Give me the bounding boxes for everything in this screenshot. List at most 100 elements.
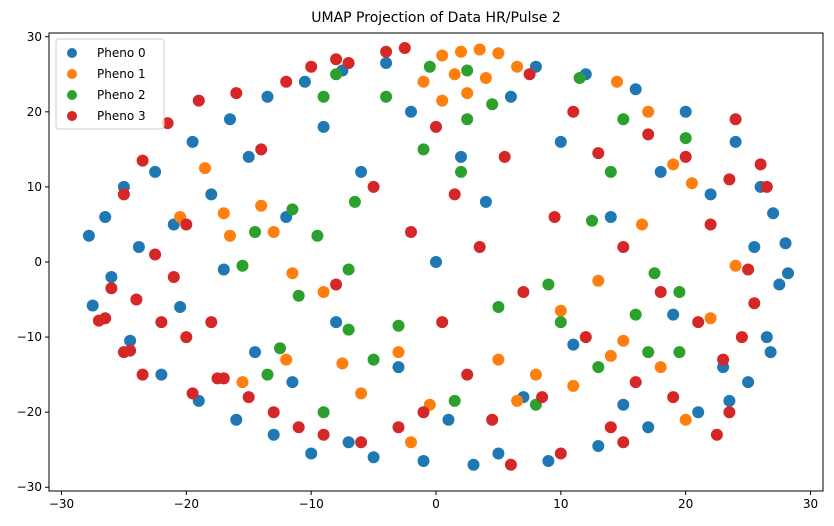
- data-point-series-0-8: [155, 368, 168, 381]
- data-point-series-3-63: [710, 428, 723, 441]
- data-point-series-2-22: [629, 308, 642, 321]
- data-point-series-0-35: [430, 256, 442, 268]
- data-point-series-0-46: [567, 338, 580, 351]
- data-point-series-3-29: [430, 120, 442, 133]
- data-point-series-3-69: [124, 344, 137, 357]
- data-point-series-0-22: [286, 376, 299, 389]
- data-point-series-0-3: [105, 271, 118, 283]
- data-point-series-1-26: [617, 334, 630, 347]
- data-point-series-0-1: [86, 299, 99, 312]
- data-point-series-3-19: [305, 60, 318, 73]
- data-point-series-1-9: [436, 94, 449, 107]
- data-point-series-0-6: [132, 241, 145, 253]
- data-point-series-0-40: [492, 447, 505, 460]
- data-point-series-0-17: [242, 150, 255, 163]
- data-point-series-3-46: [617, 241, 630, 253]
- data-point-series-1-27: [654, 361, 667, 374]
- data-point-series-2-1: [461, 64, 474, 77]
- data-point-series-0-50: [617, 398, 630, 411]
- data-point-series-0-25: [317, 120, 330, 133]
- data-point-series-1-14: [267, 226, 280, 238]
- data-point-series-1-24: [567, 379, 580, 392]
- data-point-series-1-41: [511, 394, 524, 407]
- data-point-series-2-15: [317, 406, 330, 419]
- data-point-series-3-11: [205, 316, 218, 329]
- data-point-series-0-64: [767, 207, 780, 220]
- data-point-series-3-59: [754, 158, 767, 171]
- data-point-series-1-7: [417, 75, 430, 88]
- data-point-series-3-2: [136, 368, 149, 381]
- data-point-series-1-35: [642, 105, 655, 118]
- data-point-series-3-21: [330, 278, 343, 291]
- data-point-series-0-13: [205, 188, 218, 201]
- data-point-series-2-24: [673, 286, 686, 298]
- data-point-series-3-10: [192, 94, 205, 107]
- data-point-series-2-29: [573, 72, 586, 84]
- data-point-series-0-33: [405, 105, 417, 118]
- data-point-series-0-26: [330, 316, 343, 329]
- data-point-series-3-43: [579, 331, 592, 344]
- data-point-series-0-32: [392, 361, 405, 374]
- data-point-series-2-3: [461, 113, 474, 126]
- data-point-series-3-8: [180, 331, 193, 344]
- data-point-series-3-50: [667, 391, 680, 404]
- data-point-series-2-16: [261, 368, 274, 381]
- data-point-series-0-55: [679, 105, 692, 118]
- data-point-series-0-68: [764, 346, 777, 359]
- x-tick-label-4: 10: [553, 497, 568, 511]
- data-point-series-0-34: [417, 455, 430, 467]
- data-point-series-3-42: [567, 105, 580, 118]
- data-point-series-3-6: [136, 154, 149, 167]
- data-point-series-3-44: [592, 147, 605, 160]
- data-point-series-2-7: [249, 226, 261, 238]
- data-point-series-1-2: [473, 43, 486, 56]
- data-point-series-0-23: [298, 75, 311, 88]
- data-point-series-0-20: [267, 428, 280, 441]
- data-point-series-1-30: [667, 158, 680, 171]
- x-tick-label-6: 30: [803, 497, 818, 511]
- data-point-series-0-60: [742, 376, 755, 389]
- data-point-series-3-34: [486, 413, 499, 426]
- data-point-series-3-51: [679, 150, 692, 163]
- data-point-series-3-53: [704, 218, 717, 231]
- data-point-series-0-44: [542, 455, 555, 467]
- data-point-series-3-28: [417, 406, 430, 419]
- data-point-series-2-26: [554, 316, 567, 329]
- legend-label-0: Pheno 0: [97, 46, 146, 60]
- x-tick-label-3: 0: [432, 497, 440, 511]
- data-point-series-2-10: [292, 289, 305, 302]
- data-point-series-3-39: [536, 391, 549, 404]
- data-point-series-3-41: [554, 447, 567, 460]
- data-point-series-1-0: [436, 49, 449, 62]
- data-point-series-0-36: [442, 413, 455, 426]
- legend-box: [55, 38, 165, 130]
- data-point-series-1-3: [492, 47, 505, 60]
- data-point-series-3-73: [398, 42, 411, 54]
- data-point-series-3-4: [130, 293, 143, 306]
- data-point-series-2-30: [617, 113, 630, 126]
- data-point-series-0-69: [723, 394, 736, 407]
- data-point-series-2-11: [342, 263, 355, 276]
- data-point-series-0-19: [261, 90, 274, 103]
- data-point-series-1-33: [554, 304, 567, 317]
- data-point-series-3-23: [355, 436, 368, 449]
- data-point-series-3-27: [405, 226, 417, 238]
- data-point-series-3-40: [548, 211, 561, 223]
- data-point-series-1-1: [455, 45, 467, 58]
- data-point-series-3-48: [642, 128, 655, 141]
- data-point-series-3-18: [292, 421, 305, 434]
- data-point-series-2-8: [311, 229, 324, 242]
- data-point-series-3-16: [267, 406, 280, 419]
- x-tick-label-0: −30: [49, 497, 74, 511]
- data-point-series-3-33: [473, 241, 486, 253]
- data-point-series-3-57: [729, 113, 742, 126]
- data-point-series-1-29: [685, 177, 698, 190]
- data-point-series-1-18: [280, 353, 293, 366]
- data-point-series-3-68: [92, 314, 105, 327]
- data-point-series-3-36: [504, 458, 517, 471]
- data-point-series-2-12: [274, 342, 286, 355]
- y-tick-label-3: 0: [34, 255, 42, 269]
- y-tick-label-6: 30: [27, 30, 42, 44]
- data-point-series-3-66: [167, 271, 180, 283]
- data-point-series-3-3: [105, 282, 118, 295]
